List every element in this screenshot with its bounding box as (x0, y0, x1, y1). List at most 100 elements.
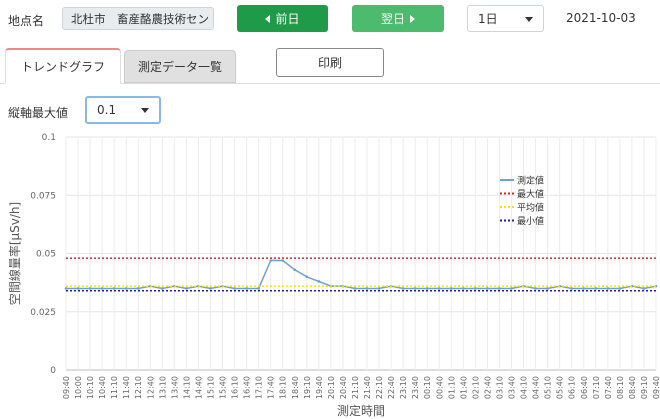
x-tick-label: 03:40 (508, 376, 517, 399)
tab-trend-graph[interactable]: トレンドグラフ (5, 48, 121, 84)
data-point (136, 287, 140, 290)
data-point (377, 287, 381, 290)
x-tick-label: 17:10 (255, 376, 264, 399)
legend-label: 最大値 (517, 188, 544, 200)
x-tick-label: 16:40 (243, 376, 252, 399)
data-point (437, 287, 441, 290)
data-point (546, 287, 549, 290)
data-point (257, 287, 260, 290)
data-point (450, 287, 453, 290)
data-point (570, 287, 574, 290)
legend-label: 最小値 (517, 215, 544, 227)
data-point (510, 287, 513, 290)
x-ticks: 09:40 10:00 10:10 10:40 11:10 11:40 12:10 12:40… (62, 376, 660, 399)
x-tick-label: 20:10 (327, 376, 336, 399)
x-tick-label: 13:10 (158, 376, 167, 399)
x-tick-label: 08:10 (616, 376, 625, 399)
data-point (161, 287, 164, 290)
prev-day-label: 前日 (275, 12, 300, 26)
x-tick-label: 02:10 (471, 376, 480, 399)
chevron-down-icon (141, 108, 149, 113)
data-point (425, 287, 429, 290)
ymax-select[interactable]: 0.1 (85, 96, 161, 124)
data-point (64, 287, 68, 290)
data-point (124, 287, 128, 290)
x-tick-label: 12:10 (134, 376, 143, 399)
data-point (317, 280, 321, 283)
x-tick-label: 05:10 (544, 376, 553, 399)
data-point (245, 287, 248, 290)
location-field[interactable]: 北杜市 畜産酪農技術セン (62, 7, 214, 30)
x-tick-label: 15:10 (206, 376, 215, 399)
x-tick-label: 20:40 (339, 376, 348, 399)
data-point (365, 287, 369, 290)
chevron-left-icon (265, 14, 271, 23)
data-point (88, 287, 92, 290)
x-tick-label: 14:40 (194, 376, 203, 399)
x-tick-label: 21:40 (363, 376, 372, 399)
x-tick-label: 14:10 (182, 376, 191, 399)
x-tick-label: 18:10 (279, 376, 288, 399)
tab-measurement-list[interactable]: 測定データ一覧 (124, 50, 236, 83)
x-axis-label: 測定時間 (337, 403, 385, 418)
x-tick-label: 21:10 (351, 376, 360, 399)
data-point (112, 287, 116, 290)
location-label: 地点名 (8, 14, 45, 28)
data-point (76, 287, 80, 290)
x-tick-label: 07:10 (592, 376, 601, 399)
x-tick-label: 00:40 (435, 376, 444, 399)
x-tick-label: 11:10 (110, 376, 119, 399)
ymax-label: 縦軸最大値 (8, 106, 69, 120)
chevron-down-icon (525, 16, 533, 22)
data-point (606, 287, 610, 290)
data-point (498, 287, 501, 290)
data-point (474, 287, 477, 290)
range-select[interactable]: 1日 (467, 5, 544, 32)
print-button[interactable]: 印刷 (276, 48, 384, 77)
x-tick-label: 11:40 (122, 376, 131, 399)
x-tick-label: 19:10 (303, 376, 312, 399)
data-point (486, 287, 489, 290)
x-tick-label: 06:10 (568, 376, 577, 399)
data-point (305, 275, 309, 279)
data-point (353, 287, 357, 290)
x-tick-label: 23:10 (399, 376, 408, 399)
x-tick-label: 19:40 (315, 376, 324, 399)
range-value: 1日 (478, 12, 498, 26)
x-tick-label: 12:40 (146, 376, 155, 399)
data-point (413, 287, 417, 290)
legend-label: 測定値 (517, 175, 544, 187)
tab-divider (0, 83, 660, 84)
x-tick-label: 01:10 (447, 376, 456, 399)
data-point (462, 287, 465, 290)
next-day-label: 翌日 (380, 12, 405, 26)
data-point (185, 287, 188, 290)
data-point (582, 287, 586, 290)
x-tick-label: 01:40 (459, 376, 468, 399)
x-tick-label: 09:40 (652, 376, 660, 399)
data-point (209, 287, 212, 290)
x-tick-label: 10:10 (86, 376, 95, 399)
chart-grid (65, 136, 657, 371)
x-tick-label: 08:40 (628, 376, 637, 399)
data-point (281, 259, 285, 262)
x-tick-label: 04:10 (520, 376, 529, 399)
y-tick-label: 0.05 (36, 250, 56, 260)
prev-day-button[interactable]: 前日 (237, 5, 328, 32)
x-tick-label: 09:10 (640, 376, 649, 399)
x-tick-label: 13:40 (170, 376, 179, 399)
x-tick-label: 00:10 (423, 376, 432, 399)
next-day-button[interactable]: 翌日 (352, 5, 444, 32)
data-point (594, 287, 598, 290)
x-tick-label: 06:40 (580, 376, 589, 399)
x-tick-label: 05:40 (556, 376, 565, 399)
current-date: 2021-10-03 (566, 11, 636, 25)
x-tick-label: 22:40 (387, 376, 396, 399)
x-tick-label: 10:00 (74, 376, 83, 399)
chart-series (64, 257, 658, 292)
data-point (534, 287, 537, 290)
legend-label: 平均値 (517, 202, 544, 214)
x-tick-label: 15:40 (219, 376, 228, 399)
